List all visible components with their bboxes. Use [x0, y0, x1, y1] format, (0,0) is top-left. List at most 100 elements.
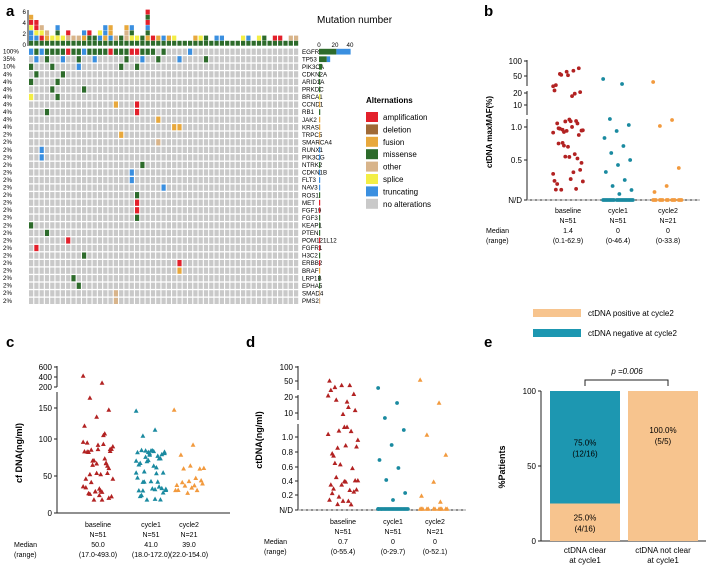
oncoplot-cell	[272, 222, 277, 229]
data-point	[670, 118, 674, 122]
oncoplot-cell	[124, 93, 129, 101]
group-range: (17.0-493.0)	[79, 552, 117, 559]
mutation-count-bar	[135, 35, 140, 41]
oncoplot-cell	[66, 78, 71, 86]
data-point	[87, 471, 93, 477]
oncoplot-cell	[230, 48, 235, 55]
oncoplot-cell	[76, 222, 81, 229]
oncoplot-cell	[66, 139, 71, 146]
oncoplot-cell	[219, 290, 224, 297]
oncoplot-cell	[34, 297, 39, 304]
mutation-count-bar	[44, 40, 50, 46]
oncoplot-cell	[246, 176, 251, 184]
oncoplot-cell	[246, 267, 251, 274]
oncoplot-cell	[113, 139, 118, 146]
oncoplot-cell	[103, 184, 108, 191]
oncoplot-cell	[97, 252, 103, 259]
oncoplot-cell	[60, 282, 65, 289]
oncoplot-cell	[87, 260, 92, 267]
oncoplot-cell	[278, 267, 283, 274]
oncoplot-cell	[44, 260, 50, 267]
oncoplot-cell	[241, 214, 246, 221]
oncoplot-cell	[150, 252, 156, 259]
oncoplot-cell	[203, 131, 209, 138]
oncoplot-cell	[235, 154, 240, 161]
panel-label-e: e	[484, 334, 492, 351]
oncoplot-cell	[193, 109, 198, 116]
oncoplot-cell	[39, 109, 44, 116]
oncoplot-cell	[288, 48, 293, 55]
mutation-count-bar	[55, 40, 60, 46]
oncoplot-cell	[278, 146, 283, 153]
oncoplot-cell	[135, 184, 140, 191]
oncoplot-cell	[103, 252, 108, 259]
oncoplot-cell	[161, 93, 166, 101]
oncoplot-cell	[278, 169, 283, 176]
oncoplot-cell	[76, 63, 81, 70]
oncoplot-cell	[44, 244, 50, 252]
data-point	[181, 466, 186, 471]
oncoplot-cell	[161, 139, 166, 146]
oncoplot-cell	[219, 192, 224, 199]
gene-count-bar	[319, 177, 321, 183]
oncoplot-cell	[203, 93, 209, 101]
data-point	[606, 198, 611, 202]
oncoplot-cell	[188, 192, 193, 199]
gene-frequency: 2%	[3, 147, 12, 154]
oncoplot-cell	[66, 48, 71, 55]
oncoplot-cell	[278, 192, 283, 199]
oncoplot-cell	[256, 214, 262, 221]
mutation-count-bar	[156, 40, 161, 46]
data-point	[574, 187, 578, 191]
oncoplot-cell	[135, 192, 140, 199]
oncoplot-cell	[214, 124, 219, 131]
oncoplot-cell	[44, 109, 50, 116]
gene-label: FGF19	[302, 207, 322, 214]
gene-frequency: 4%	[3, 109, 12, 116]
legend-label: fusion	[383, 138, 404, 147]
oncoplot-cell	[71, 161, 76, 169]
oncoplot-cell	[241, 56, 246, 63]
oncoplot-cell	[246, 146, 251, 153]
data-point	[178, 452, 184, 457]
oncoplot-cell	[156, 109, 161, 116]
oncoplot-cell	[230, 131, 235, 138]
data-point	[436, 400, 442, 405]
data-point	[344, 424, 350, 429]
oncoplot-cell	[214, 275, 219, 282]
oncoplot-cell	[50, 124, 55, 131]
oncoplot-cell	[145, 192, 150, 199]
oncoplot-cell	[92, 207, 97, 214]
mutation-count-bar	[71, 35, 76, 41]
oncoplot-cell	[172, 93, 177, 101]
oncoplot-cell	[182, 297, 187, 304]
oncoplot-cell	[193, 290, 198, 297]
mutation-count-bar	[278, 35, 283, 41]
oncoplot-cell	[267, 48, 272, 55]
oncoplot-cell	[235, 139, 240, 146]
oncoplot-cell	[283, 86, 288, 93]
oncoplot-cell	[66, 71, 71, 78]
group-n: N=21	[427, 529, 444, 536]
oncoplot-cell	[203, 101, 209, 108]
oncoplot-cell	[156, 101, 161, 108]
mutation-count-bar	[150, 40, 156, 46]
oncoplot-cell	[140, 192, 145, 199]
oncoplot-cell	[288, 86, 293, 93]
oncoplot-cell	[278, 199, 283, 206]
data-point	[329, 490, 335, 496]
oncoplot-cell	[294, 207, 299, 214]
oncoplot-cell	[76, 109, 81, 116]
oncoplot-cell	[161, 297, 166, 304]
gene-count-bar	[319, 71, 321, 78]
oncoplot-cell	[76, 192, 81, 199]
oncoplot-cell	[103, 154, 108, 161]
oncoplot-cell	[262, 260, 267, 267]
oncoplot-cell	[55, 297, 60, 304]
gene-frequency: 2%	[3, 207, 12, 214]
y-tick-label: 0	[532, 537, 537, 546]
data-point	[109, 493, 114, 499]
oncoplot-cell	[113, 101, 118, 108]
oncoplot-cell	[50, 199, 55, 206]
